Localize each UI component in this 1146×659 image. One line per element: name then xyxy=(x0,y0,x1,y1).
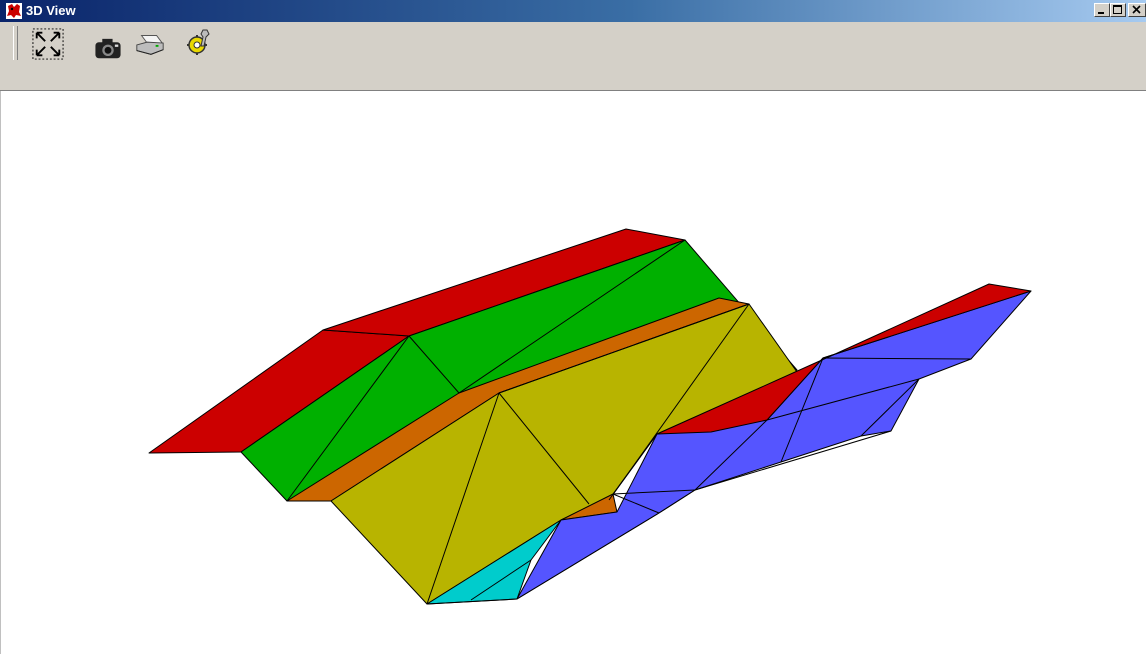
minimize-button[interactable] xyxy=(1094,3,1110,17)
mesh-edge xyxy=(612,493,660,514)
close-button[interactable] xyxy=(1128,3,1146,17)
mesh-edge xyxy=(516,512,660,600)
mesh-edge xyxy=(766,378,920,421)
mesh-edge xyxy=(612,489,696,495)
mesh-edge xyxy=(822,357,972,360)
mesh-edge xyxy=(498,303,750,394)
settings-tool-icon[interactable] xyxy=(184,26,216,58)
title-bar[interactable]: 3D View xyxy=(0,0,1146,22)
print-icon[interactable] xyxy=(134,28,166,60)
app-logo-icon xyxy=(6,3,22,19)
mesh-edge xyxy=(658,489,696,514)
maximize-icon xyxy=(1113,5,1122,14)
3d-terrain-model xyxy=(148,228,1032,605)
mesh-edge xyxy=(498,392,590,505)
window-title: 3D View xyxy=(26,3,76,18)
close-icon xyxy=(1132,5,1141,14)
toolbar-grip[interactable] xyxy=(13,26,18,60)
minimize-icon xyxy=(1098,12,1104,14)
zoom-extents-icon[interactable] xyxy=(32,28,64,60)
mesh-edge xyxy=(408,335,460,394)
mesh-edge xyxy=(458,239,686,394)
toolbar xyxy=(0,22,1146,91)
mesh-edge xyxy=(694,430,892,491)
3d-viewport[interactable] xyxy=(0,91,1146,654)
right-red-strip xyxy=(656,283,1032,435)
mesh-edge xyxy=(426,598,518,605)
mesh-edge xyxy=(470,559,532,601)
mesh-edge xyxy=(286,335,410,502)
camera-icon[interactable] xyxy=(92,32,124,64)
mesh-edge xyxy=(426,392,500,605)
maximize-button[interactable] xyxy=(1110,3,1126,17)
mesh-edge xyxy=(612,433,658,495)
mesh-edge xyxy=(694,419,768,491)
mesh-edge xyxy=(860,378,920,437)
mesh-edge xyxy=(780,357,824,463)
